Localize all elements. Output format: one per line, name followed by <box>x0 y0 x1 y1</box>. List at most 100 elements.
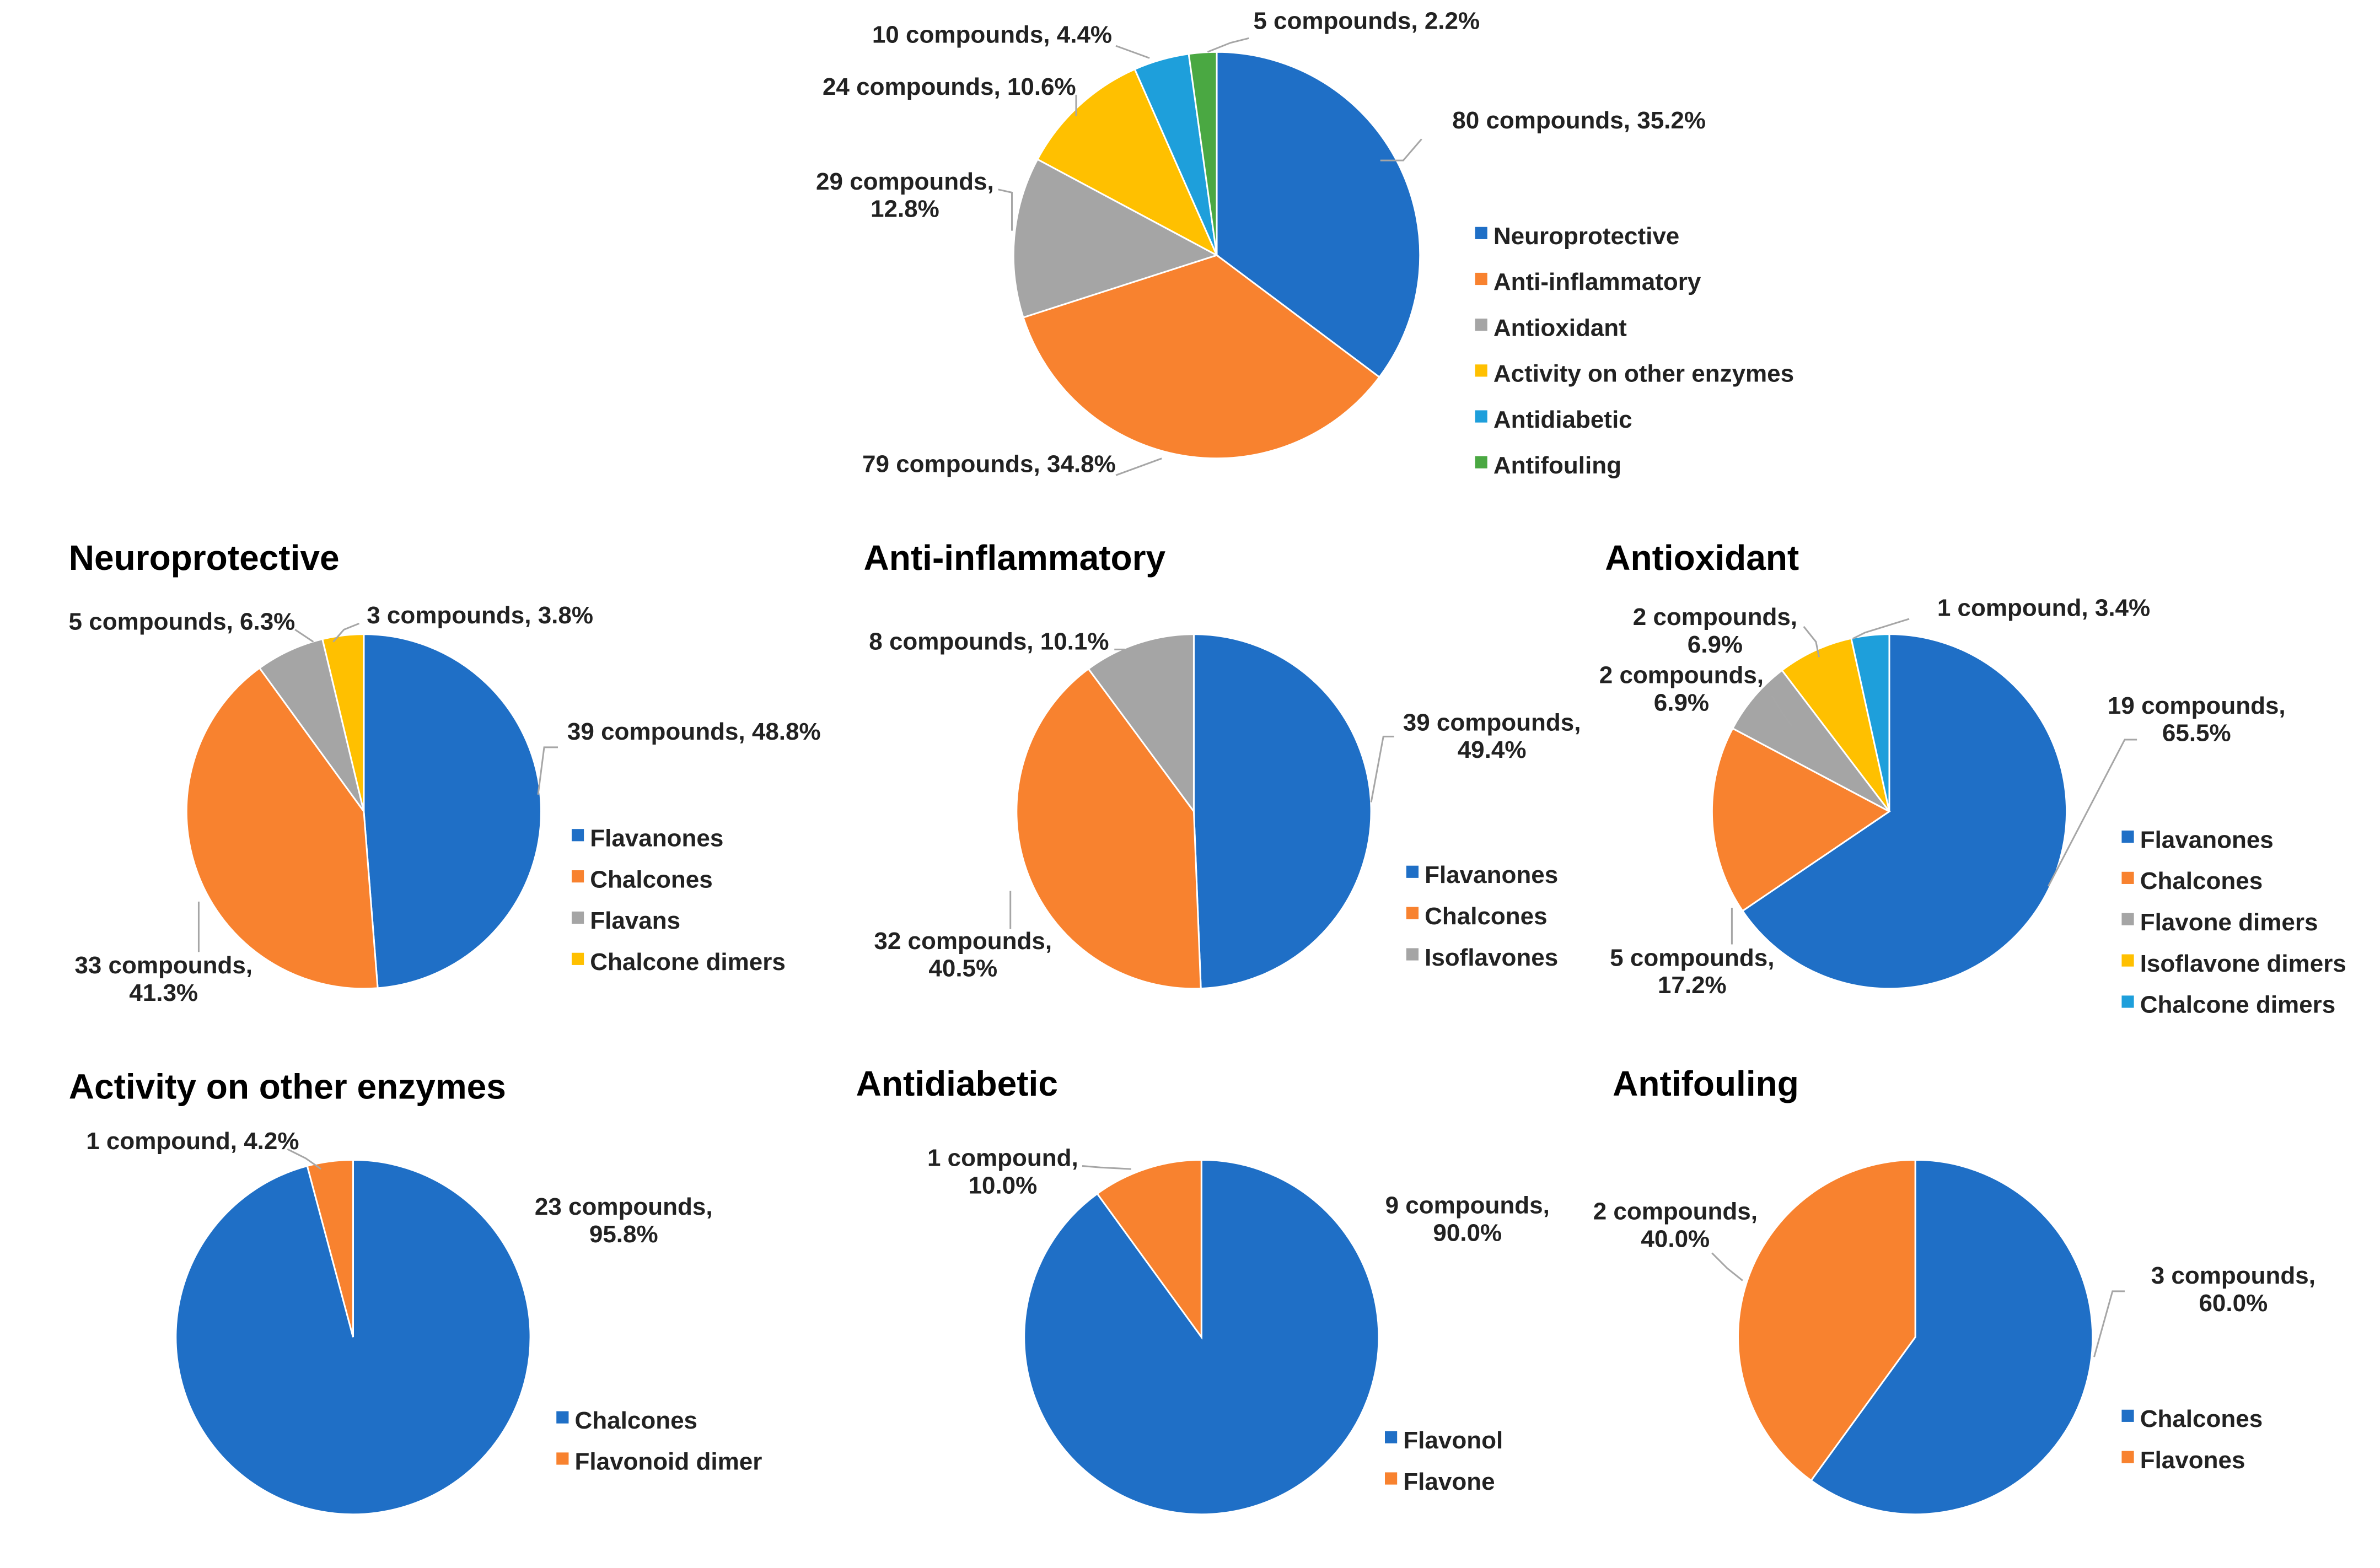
pie-chart-antidiabetic: Antidiabetic 9 compounds, 90.0% 1 compound,… <box>856 1064 1550 1516</box>
leader-line <box>1370 735 1394 802</box>
legend-label-isoflavones: Isoflavones <box>1425 944 1558 971</box>
legend: Flavonol Flavone <box>1385 1427 1503 1495</box>
legend-label-antidiabetic: Antidiabetic <box>1493 406 1632 433</box>
pie-slice-anti-inflammatory <box>1022 254 1381 460</box>
data-label-flavonoid-dimer: 1 compound, 4.2% <box>86 1128 299 1155</box>
pie-slice-flavone-dimers <box>1731 669 1890 812</box>
legend: Flavanones Chalcones Isoflavones <box>1406 861 1558 971</box>
pie-slice-isoflavone-dimers <box>1781 637 1890 812</box>
leader-line <box>1803 626 1820 658</box>
data-label-flavonol: 9 compounds, 90.0% <box>1385 1192 1550 1246</box>
legend-label-chalcone-dimers: Chalcone dimers <box>590 949 786 976</box>
pie-chart-activity-on-other-enzymes: Activity on other enzymes 23 compounds, 95… <box>69 1067 762 1516</box>
legend-label-flavone: Flavone <box>1403 1468 1495 1495</box>
data-label-antidiabetic: 10 compounds, 4.4% <box>872 21 1112 49</box>
legend-label-flavanones: Flavanones <box>1425 861 1558 888</box>
data-label-flavanones: 39 compounds, 48.8% <box>567 718 821 745</box>
legend-label-flavones: Flavones <box>2140 1447 2245 1474</box>
leader-line <box>294 629 314 643</box>
legend-swatch-chalcone-dimers <box>571 952 584 965</box>
legend-swatch-chalcone-dimers <box>2121 995 2134 1008</box>
legend-swatch-anti-inflammatory <box>1475 272 1487 285</box>
pie-slice-flavans <box>258 638 365 812</box>
legend-swatch-neuroprotective <box>1475 227 1487 239</box>
data-label-flavone: 1 compound, 10.0% <box>927 1145 1078 1199</box>
pie-chart-neuroprotective: Neuroprotective 39 compounds, 48.8% 33 com… <box>69 538 821 1006</box>
chart-title: Neuroprotective <box>69 538 340 578</box>
pie-slice-activity-on-other-enzymes <box>1036 68 1219 257</box>
leader-line <box>2048 739 2137 887</box>
legend-swatch-flavone-dimers <box>2121 913 2134 925</box>
data-label-flavone-dimers: 2 compounds, 6.9% <box>1599 661 1764 716</box>
chart-title: Antioxidant <box>1605 538 1799 578</box>
pie-slice-flavone <box>1096 1159 1202 1340</box>
legend-swatch-chalcones <box>2121 1409 2134 1422</box>
legend-swatch-antioxidant <box>1475 319 1487 331</box>
legend-swatch-flavans <box>571 911 584 924</box>
leader-line <box>1115 457 1162 476</box>
pie-slice-chalcones <box>185 666 379 990</box>
legend-label-antifouling: Antifouling <box>1493 452 1621 479</box>
legend-label-flavonoid-dimer: Flavonoid dimer <box>575 1448 762 1475</box>
legend-swatch-flavones <box>2121 1451 2134 1463</box>
legend-swatch-chalcones <box>1406 907 1419 919</box>
data-label-neuroprotective: 80 compounds, 35.2% <box>1452 107 1706 134</box>
data-label-chalcone-dimers: 3 compounds, 3.8% <box>367 602 593 629</box>
leader-line <box>332 622 360 643</box>
leader-line <box>1711 1252 1743 1281</box>
data-label-chalcones: 5 compounds, 17.2% <box>1610 944 1774 999</box>
leader-line <box>1115 45 1150 59</box>
legend-swatch-antifouling <box>1475 456 1487 468</box>
pie-chart-overall-activities: 80 compounds, 35.2% 79 compounds, 34.8% 29… <box>816 8 1794 479</box>
chart-title: Activity on other enzymes <box>69 1067 506 1107</box>
pie-slice-flavanones <box>363 633 542 989</box>
data-label-antifouling: 5 compounds, 2.2% <box>1253 8 1480 35</box>
legend-label-chalcones: Chalcones <box>2140 867 2263 895</box>
legend: Neuroprotective Anti-inflammatory Antioxid… <box>1475 223 1794 479</box>
pie-chart-anti-inflammatory: Anti-inflammatory 39 compounds, 49.4% 32 co… <box>864 538 1581 990</box>
data-label-anti-inflammatory: 79 compounds, 34.8% <box>862 451 1116 478</box>
legend-label-flavanones: Flavanones <box>2140 826 2274 853</box>
legend-swatch-flavone <box>1385 1472 1398 1485</box>
legend-label-flavans: Flavans <box>590 907 680 934</box>
pie-slice-chalcone-dimers <box>1850 633 1890 812</box>
data-label-flavanones: 39 compounds, 49.4% <box>1403 709 1581 763</box>
data-label-chalcones: 3 compounds, 60.0% <box>2151 1262 2315 1317</box>
chart-title: Anti-inflammatory <box>864 538 1166 578</box>
leader-line <box>1207 37 1249 53</box>
pie-slice-chalcone-dimers <box>321 633 365 812</box>
data-label-antioxidant: 29 compounds, 12.8% <box>816 168 994 223</box>
legend-label-chalcones: Chalcones <box>590 866 713 893</box>
legend: Flavanones Chalcones Flavans Chalcone dimer… <box>571 825 786 976</box>
pie-chart-antioxidant: Antioxidant 19 compounds, 65.5% 5 compounds… <box>1599 538 2346 1019</box>
leader-line <box>537 746 558 795</box>
leader-line <box>998 188 1013 231</box>
legend-label-flavonol: Flavonol <box>1403 1427 1503 1454</box>
legend-swatch-flavonoid-dimer <box>556 1452 569 1465</box>
pie-slice-flavonoid-dimer <box>306 1159 354 1338</box>
leader-line <box>1380 138 1422 161</box>
data-label-isoflavone-dimers: 2 compounds, 6.9% <box>1633 604 1797 658</box>
legend: Chalcones Flavones <box>2121 1405 2263 1474</box>
legend-label-flavone-dimers: Flavone dimers <box>2140 909 2318 936</box>
data-label-chalcones: 32 compounds, 40.5% <box>874 928 1052 982</box>
legend-label-chalcones: Chalcones <box>2140 1405 2263 1432</box>
legend-label-activity-on-other-enzymes: Activity on other enzymes <box>1493 360 1794 387</box>
legend-label-flavanones: Flavanones <box>590 825 723 852</box>
legend: Flavanones Chalcones Flavone dimers Isoflav… <box>2121 826 2346 1019</box>
legend-swatch-flavanones <box>571 829 584 842</box>
data-label-flavanones: 19 compounds, 65.5% <box>2108 692 2286 747</box>
pie-slice-chalcones <box>1016 667 1202 990</box>
data-label-chalcones: 33 compounds, 41.3% <box>74 952 252 1006</box>
legend-label-neuroprotective: Neuroprotective <box>1493 223 1679 250</box>
legend-swatch-antidiabetic <box>1475 410 1487 423</box>
pie-chart-antifouling: Antifouling 3 compounds, 60.0% 2 compounds,… <box>1593 1064 2315 1516</box>
legend-label-chalcones: Chalcones <box>1425 903 1548 930</box>
legend-swatch-isoflavone-dimers <box>2121 954 2134 967</box>
pie-slice-isoflavones <box>1087 633 1195 814</box>
pie-slice-chalcones <box>1711 727 1891 912</box>
data-label-chalcone-dimers: 1 compound, 3.4% <box>1937 594 2150 621</box>
pie-slice-antifouling <box>1188 51 1218 256</box>
leader-line <box>1771 694 1792 726</box>
